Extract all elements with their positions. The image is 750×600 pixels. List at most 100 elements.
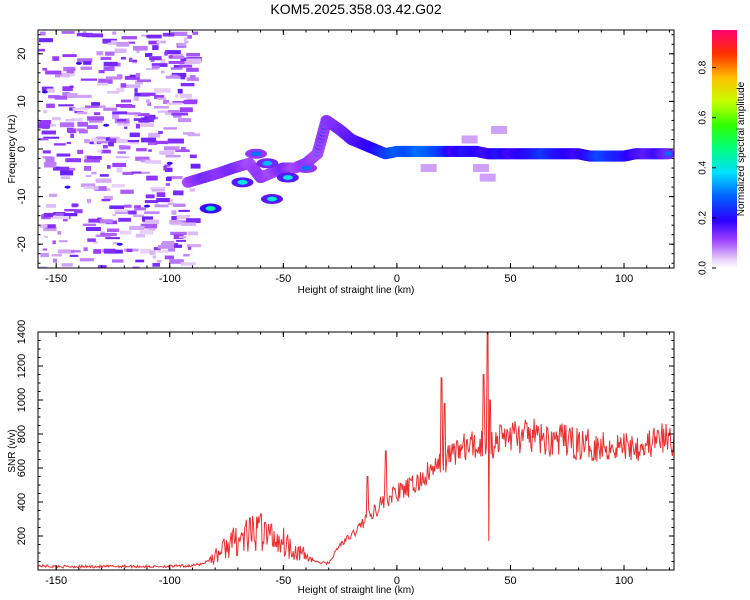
colorbar-tick-label: 0.0 <box>698 261 709 275</box>
noise-cell <box>153 247 161 251</box>
noise-cell <box>52 258 57 263</box>
x-tick-label: -150 <box>45 575 67 587</box>
noise-cell <box>144 114 156 120</box>
colorbar: 0.0 0.2 0.4 0.6 0.8 Normalized spectral ampl… <box>698 30 747 275</box>
noise-cell <box>180 146 186 150</box>
noise-cell <box>137 79 152 83</box>
noise-cell <box>121 36 137 40</box>
noise-cell <box>92 185 99 190</box>
noise-cell <box>83 166 92 171</box>
noise-cell <box>132 266 140 268</box>
noise-cell <box>45 70 62 75</box>
noise-cell <box>113 242 119 245</box>
noise-cell <box>100 56 112 60</box>
noise-cell <box>170 231 187 236</box>
noise-cell <box>173 190 184 196</box>
noise-cell <box>150 187 166 190</box>
noise-cell <box>171 31 188 37</box>
noise-cell <box>52 240 56 245</box>
noise-cell <box>76 94 92 99</box>
noise-cell <box>165 75 181 79</box>
noise-cell <box>189 188 195 192</box>
noise-cell <box>181 222 196 226</box>
noise-cell <box>126 248 133 253</box>
noise-cell <box>85 175 92 178</box>
noise-cell <box>164 255 174 260</box>
noise-cell <box>98 78 113 83</box>
noise-cell <box>138 171 150 174</box>
cluster-cell <box>251 151 262 157</box>
ridge-cell <box>664 151 673 157</box>
noise-cell <box>100 232 117 237</box>
noise-cell <box>147 101 152 106</box>
noise-cell <box>169 219 183 224</box>
noise-cell <box>136 148 147 152</box>
noise-cell <box>61 31 75 34</box>
noise-cell <box>155 140 169 145</box>
noise-cell <box>106 165 111 169</box>
noise-cell <box>65 73 75 77</box>
spectrogram-xlabel: Height of straight line (km) <box>298 285 415 296</box>
colorbar-label: Normalized spectral amplitude <box>736 81 747 216</box>
noise-cell <box>192 31 199 35</box>
noise-cell <box>120 104 136 108</box>
noise-cell <box>95 178 112 183</box>
noise-cell <box>156 260 162 263</box>
noise-cell <box>116 87 125 93</box>
noise-cell <box>168 55 173 59</box>
noise-cell <box>167 247 176 252</box>
y-tick-label: 1000 <box>16 388 28 412</box>
noise-cell <box>120 230 132 235</box>
noise-cell <box>186 218 201 224</box>
noise-cell <box>99 174 109 177</box>
y-tick-label: 600 <box>16 459 28 477</box>
colorbar-tick-label: 0.6 <box>698 110 709 124</box>
noise-cell <box>78 129 88 134</box>
noise-cell <box>39 120 52 124</box>
noise-cell <box>72 107 89 111</box>
noise-cell <box>85 105 99 108</box>
noise-cell <box>144 219 159 224</box>
noise-cell <box>169 259 184 264</box>
noise-cell <box>102 144 108 149</box>
noise-cell <box>52 166 70 171</box>
noise-cell <box>171 112 188 116</box>
noise-cell <box>152 45 159 50</box>
noise-cell <box>38 48 46 52</box>
noise-cell <box>112 114 119 120</box>
noise-cell <box>106 90 120 94</box>
noise-cell <box>84 159 101 163</box>
noise-cell <box>62 92 70 96</box>
noise-cell <box>119 145 131 150</box>
noise-cell <box>146 99 150 104</box>
noise-cell <box>129 140 140 145</box>
noise-cell <box>176 239 186 242</box>
y-tick-label: 0 <box>16 146 28 152</box>
noise-cell <box>157 244 175 249</box>
noise-cell <box>187 231 199 236</box>
cluster-cell <box>266 196 277 202</box>
noise-cell <box>187 133 201 137</box>
spectrogram-cells <box>38 31 674 268</box>
noise-cell <box>76 32 93 37</box>
y-tick-label: 1200 <box>16 354 28 378</box>
snr-ticks: -150 -100 -50 0 50 100 200 400 600 800 1000 1200 140… <box>16 320 674 587</box>
noise-cell <box>61 263 73 267</box>
noise-cell <box>98 219 113 224</box>
noise-cell <box>55 73 68 77</box>
noise-cell <box>141 137 157 143</box>
noise-cell <box>151 65 160 69</box>
noise-cell <box>132 214 144 218</box>
noise-cell <box>109 138 117 143</box>
noise-cell <box>144 160 161 164</box>
noise-cell <box>58 104 74 107</box>
noise-cell <box>60 170 74 176</box>
noise-cell <box>160 70 165 74</box>
noise-cell <box>51 254 62 257</box>
noise-cell <box>175 149 190 153</box>
noise-cell <box>157 110 174 113</box>
noise-cell <box>83 247 88 252</box>
noise-cell <box>112 111 128 115</box>
noise-cell <box>135 72 141 78</box>
noise-cell <box>165 176 172 182</box>
